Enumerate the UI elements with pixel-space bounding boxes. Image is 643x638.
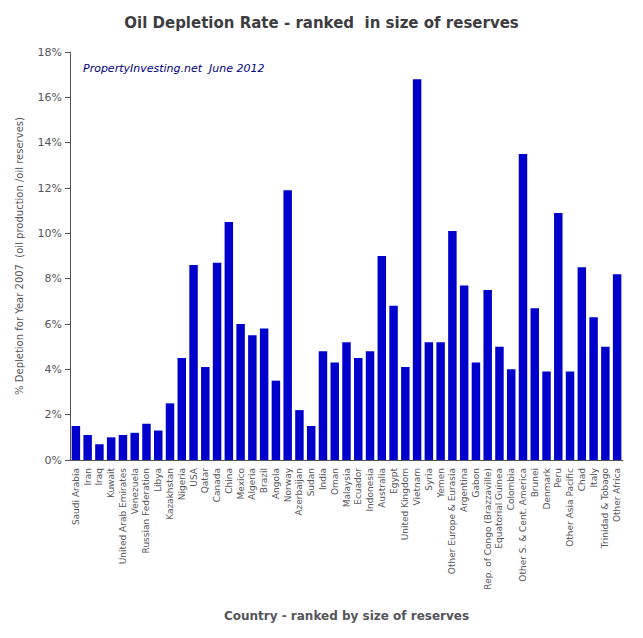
svg-text:0%: 0% — [45, 454, 62, 467]
svg-text:Brunei: Brunei — [530, 468, 540, 497]
svg-text:Vietnam: Vietnam — [412, 468, 422, 506]
svg-text:18%: 18% — [38, 46, 62, 59]
svg-text:Sudan: Sudan — [306, 468, 316, 496]
svg-text:Indonesia: Indonesia — [365, 468, 375, 512]
svg-text:Malaysia: Malaysia — [342, 468, 352, 507]
svg-text:Kazakhstan: Kazakhstan — [165, 468, 175, 520]
svg-text:2%: 2% — [45, 408, 62, 421]
svg-text:Peru: Peru — [553, 468, 563, 488]
svg-text:Oil Depletion Rate - ranked i: Oil Depletion Rate - ranked in size of r… — [124, 14, 519, 32]
svg-text:4%: 4% — [45, 363, 62, 376]
svg-text:Nigeria: Nigeria — [177, 468, 187, 500]
svg-text:6%: 6% — [45, 318, 62, 331]
svg-text:Other Europe & Eurasia: Other Europe & Eurasia — [447, 468, 457, 574]
svg-text:Colombia: Colombia — [506, 468, 516, 510]
svg-text:16%: 16% — [38, 91, 62, 104]
svg-text:China: China — [224, 468, 234, 494]
svg-text:Denmark: Denmark — [542, 467, 552, 509]
svg-text:Kuwait: Kuwait — [106, 468, 116, 499]
svg-text:United Arab Emirates: United Arab Emirates — [118, 468, 128, 565]
svg-text:PropertyInvesting.net June 20: PropertyInvesting.net June 2012 — [83, 62, 265, 75]
svg-text:Mexico: Mexico — [236, 468, 246, 500]
svg-text:Equatorial Guinea: Equatorial Guinea — [494, 468, 504, 549]
svg-text:Norway: Norway — [283, 467, 293, 502]
svg-text:Other Asia Pacific: Other Asia Pacific — [565, 468, 575, 547]
svg-text:Country - ranked by size of re: Country - ranked by size of reserves — [224, 609, 469, 623]
svg-text:USA: USA — [189, 467, 199, 486]
svg-text:Argentina: Argentina — [459, 468, 469, 512]
svg-text:Chad: Chad — [577, 468, 587, 491]
svg-text:Italy: Italy — [589, 467, 599, 487]
svg-text:Angola: Angola — [271, 468, 281, 499]
svg-text:Saudi Arabia: Saudi Arabia — [71, 468, 81, 525]
svg-text:Iraq: Iraq — [94, 468, 104, 486]
svg-text:Ecuador: Ecuador — [353, 468, 363, 505]
svg-text:Yemen: Yemen — [436, 468, 446, 499]
svg-text:Oman: Oman — [330, 468, 340, 495]
svg-text:14%: 14% — [38, 136, 62, 149]
svg-text:Other S. & Cent. America: Other S. & Cent. America — [518, 468, 528, 582]
svg-text:Azerbaijan: Azerbaijan — [294, 468, 304, 516]
svg-text:India: India — [318, 468, 328, 490]
svg-text:Algeria: Algeria — [247, 468, 257, 500]
svg-text:Trinidad & Tobago: Trinidad & Tobago — [600, 468, 610, 550]
svg-text:12%: 12% — [38, 182, 62, 195]
svg-text:Australia: Australia — [377, 468, 387, 508]
svg-text:Libya: Libya — [153, 468, 163, 492]
svg-text:Other Africa: Other Africa — [612, 468, 622, 522]
svg-text:10%: 10% — [38, 227, 62, 240]
svg-text:Egypt: Egypt — [389, 468, 399, 494]
svg-text:% Depletion for Year 2007 (oi: % Depletion for Year 2007 (oil productio… — [14, 117, 25, 395]
svg-text:Venezuela: Venezuela — [130, 468, 140, 514]
svg-text:Canada: Canada — [212, 468, 222, 502]
svg-text:Qatar: Qatar — [200, 468, 210, 494]
svg-text:Gabon: Gabon — [471, 468, 481, 497]
svg-text:United Kingdom: United Kingdom — [400, 468, 410, 540]
svg-text:8%: 8% — [45, 272, 62, 285]
svg-text:Syria: Syria — [424, 468, 434, 491]
svg-text:Brazil: Brazil — [259, 468, 269, 493]
svg-text:Russian Federation: Russian Federation — [141, 468, 151, 553]
svg-text:Rep. of Congo (Brazzaville): Rep. of Congo (Brazzaville) — [483, 468, 493, 590]
svg-text:Iran: Iran — [83, 468, 93, 486]
